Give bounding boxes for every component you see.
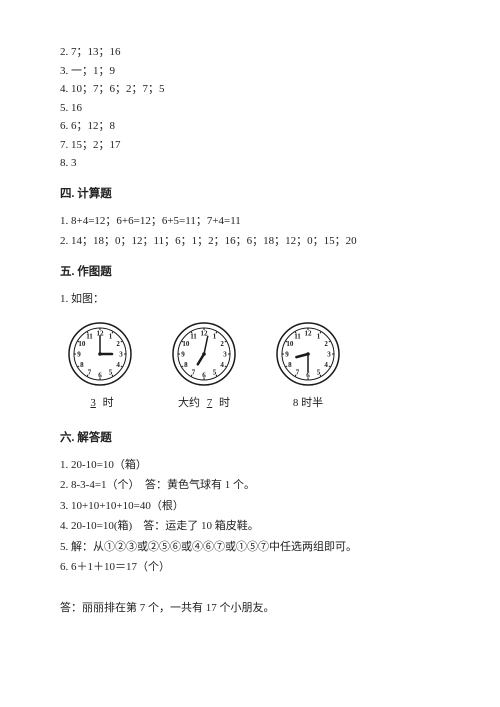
clock-box: 123456789101112 3 时 bbox=[60, 322, 140, 412]
svg-text:11: 11 bbox=[190, 332, 197, 340]
svg-text:8: 8 bbox=[184, 361, 188, 369]
top-block: 2. 7；13；16 3. 一；1；9 4. 10；7；6；2；7；5 5. 1… bbox=[60, 44, 440, 172]
svg-text:5: 5 bbox=[317, 368, 321, 376]
text-line: 1. 8+4=12；6+6=12；6+5=11；7+4=11 bbox=[60, 213, 440, 230]
text-line: 2. 8-3-4=1（个） 答：黄色气球有 1 个。 bbox=[60, 477, 440, 494]
sec4-body: 1. 8+4=12；6+6=12；6+5=11；7+4=11 2. 14；18；… bbox=[60, 213, 440, 250]
text-line: 3. 一；1；9 bbox=[60, 63, 440, 80]
svg-text:2: 2 bbox=[220, 340, 224, 348]
clock-caption: 大约 7 时 bbox=[178, 395, 230, 412]
svg-text:5: 5 bbox=[213, 368, 217, 376]
text-line bbox=[60, 580, 440, 597]
text-line: 5. 解：从①②③或②⑤⑥或④⑥⑦或①⑤⑦中任选两组即可。 bbox=[60, 539, 440, 556]
sec6-body: 1. 20-10=10（箱） 2. 8-3-4=1（个） 答：黄色气球有 1 个… bbox=[60, 457, 440, 617]
page: 2. 7；13；16 3. 一；1；9 4. 10；7；6；2；7；5 5. 1… bbox=[0, 0, 500, 617]
svg-text:8: 8 bbox=[80, 361, 84, 369]
svg-text:10: 10 bbox=[286, 340, 294, 348]
svg-text:10: 10 bbox=[182, 340, 190, 348]
text-line: 4. 10；7；6；2；7；5 bbox=[60, 81, 440, 98]
clock-face: 123456789101112 bbox=[172, 322, 236, 392]
svg-text:3: 3 bbox=[119, 350, 123, 358]
text-line: 6. 6；12；8 bbox=[60, 118, 440, 135]
text-line: 8. 3 bbox=[60, 155, 440, 172]
clocks-row: 123456789101112 3 时 123456789101112 大约 7… bbox=[60, 322, 440, 412]
text-line: 5. 16 bbox=[60, 100, 440, 117]
section-title-4: 四. 计算题 bbox=[60, 186, 440, 203]
svg-text:6: 6 bbox=[98, 371, 102, 379]
svg-text:4: 4 bbox=[324, 361, 328, 369]
svg-text:4: 4 bbox=[116, 361, 120, 369]
svg-text:10: 10 bbox=[78, 340, 86, 348]
text-line: 4. 20-10=10(箱) 答：运走了 10 箱皮鞋。 bbox=[60, 518, 440, 535]
svg-text:2: 2 bbox=[116, 340, 120, 348]
text-line: 6. 6＋1＋10＝17（个） bbox=[60, 559, 440, 576]
clock-caption: 8 时半 bbox=[293, 395, 323, 412]
svg-text:2: 2 bbox=[324, 340, 328, 348]
svg-text:12: 12 bbox=[201, 329, 209, 337]
svg-text:7: 7 bbox=[296, 368, 300, 376]
section-title-6: 六. 解答题 bbox=[60, 430, 440, 447]
section-title-5: 五. 作图题 bbox=[60, 264, 440, 281]
sec5-prompt: 1. 如图： bbox=[60, 291, 440, 308]
text-line: 2. 14；18；0；12；11；6；1；2；16；6；18；12；0；15；2… bbox=[60, 233, 440, 250]
text-line: 3. 10+10+10+10=40（根） bbox=[60, 498, 440, 515]
svg-text:5: 5 bbox=[109, 368, 113, 376]
svg-text:9: 9 bbox=[181, 350, 185, 358]
svg-text:9: 9 bbox=[77, 350, 81, 358]
clock-box: 123456789101112 大约 7 时 bbox=[164, 322, 244, 412]
svg-text:1: 1 bbox=[213, 332, 217, 340]
clock-box: 123456789101112 8 时半 bbox=[268, 322, 348, 412]
svg-text:4: 4 bbox=[220, 361, 224, 369]
svg-text:1: 1 bbox=[317, 332, 321, 340]
svg-text:11: 11 bbox=[294, 332, 301, 340]
svg-text:3: 3 bbox=[223, 350, 227, 358]
sec6-final: 答：丽丽排在第 7 个，一共有 17 个小朋友。 bbox=[60, 600, 440, 617]
svg-text:7: 7 bbox=[192, 368, 196, 376]
svg-text:6: 6 bbox=[202, 371, 206, 379]
svg-text:7: 7 bbox=[88, 368, 92, 376]
clock-caption: 3 时 bbox=[86, 395, 113, 412]
text-line: 7. 15；2；17 bbox=[60, 137, 440, 154]
svg-text:3: 3 bbox=[327, 350, 331, 358]
text-line: 1. 20-10=10（箱） bbox=[60, 457, 440, 474]
clock-face: 123456789101112 bbox=[276, 322, 340, 392]
svg-text:1: 1 bbox=[109, 332, 113, 340]
svg-text:11: 11 bbox=[86, 332, 93, 340]
svg-text:9: 9 bbox=[285, 350, 289, 358]
svg-text:12: 12 bbox=[305, 329, 313, 337]
text-line: 2. 7；13；16 bbox=[60, 44, 440, 61]
clock-face: 123456789101112 bbox=[68, 322, 132, 392]
svg-text:8: 8 bbox=[288, 361, 292, 369]
